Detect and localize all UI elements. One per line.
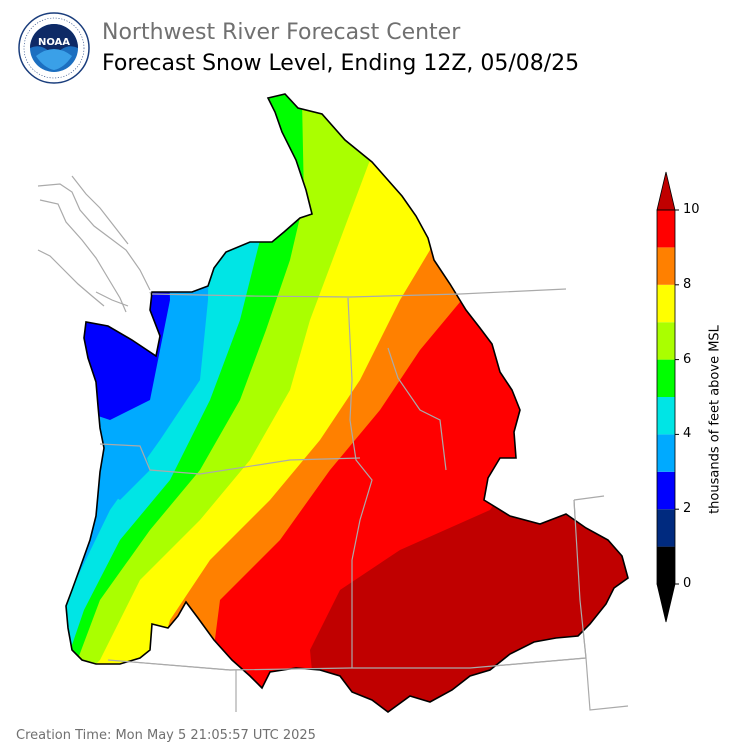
noaa-logo: NOAA xyxy=(18,12,90,84)
colorbar-bin-5-6 xyxy=(657,359,675,397)
colorbar-bin-9-10 xyxy=(657,210,675,248)
logo-center-text: NOAA xyxy=(38,37,70,48)
colorbar-tick-label: 0 xyxy=(683,576,692,591)
colorbar-bin-2-3 xyxy=(657,471,675,510)
colorbar-bin-3-4 xyxy=(657,434,675,472)
colorbar-tick-label: 6 xyxy=(683,351,692,367)
colorbar-title: thousands of feet above MSL xyxy=(707,325,723,514)
basin-outline xyxy=(65,93,629,713)
colorbar-bin-6-7 xyxy=(657,322,675,360)
colorbar-tick-label: 10 xyxy=(683,202,700,217)
colorbar-bin-4-5 xyxy=(657,397,675,435)
product-title: Forecast Snow Level, Ending 12Z, 05/08/2… xyxy=(102,51,580,76)
colorbar-max-triangle xyxy=(656,171,676,211)
colorbar-bin-8-9 xyxy=(657,247,675,285)
boundary-overlay xyxy=(99,293,587,671)
colorbar-tick-label: 4 xyxy=(683,426,692,442)
colorbar-tick-label: 8 xyxy=(683,276,692,292)
colorbar-tick-label: 2 xyxy=(683,501,692,517)
colorbar-min-triangle xyxy=(656,583,676,623)
org-title: Northwest River Forecast Center xyxy=(102,20,461,45)
colorbar-bin-0-1 xyxy=(657,546,675,584)
colorbar-bin-1-2 xyxy=(657,509,675,547)
colorbar-bin-7-8 xyxy=(657,284,675,323)
creation-time: Creation Time: Mon May 5 21:05:57 UTC 20… xyxy=(16,728,316,743)
